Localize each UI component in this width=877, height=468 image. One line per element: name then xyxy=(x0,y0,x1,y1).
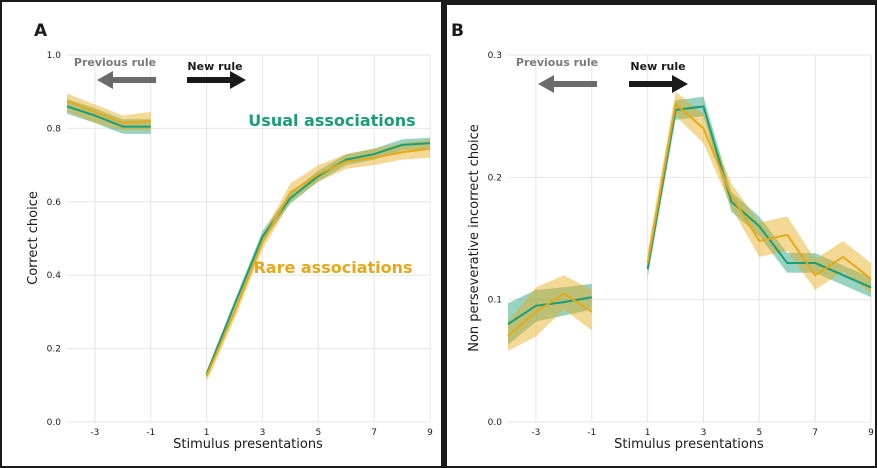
panel-a-new-rule-arrow xyxy=(187,71,246,89)
panel-b-previous-rule-arrow xyxy=(538,75,597,93)
x-tick-label: -1 xyxy=(146,428,155,438)
panel-a-usual-associations-label: Usual associations xyxy=(248,111,415,130)
x-tick-label: 7 xyxy=(812,428,818,438)
panel-a-new-rule-label: New rule xyxy=(187,60,242,73)
y-tick-label: 0.6 xyxy=(47,198,62,208)
rare-confidence-band xyxy=(67,94,151,131)
panel-a-y-axis-label: Correct choice xyxy=(26,191,41,285)
panel-b: B 0.00.10.20.3 -3 -1 1 3 5 7 9 Non perseverati… xyxy=(451,21,874,452)
x-tick-label: 9 xyxy=(868,428,874,438)
y-tick-label: 0.2 xyxy=(47,345,61,355)
panel-divider xyxy=(441,0,447,468)
panel-b-bands xyxy=(508,92,871,351)
panel-b-top-border xyxy=(447,0,877,5)
panel-b-new-rule-arrow xyxy=(629,75,688,93)
panel-b-y-axis-label: Non perseverative incorrect choice xyxy=(467,124,482,352)
x-tick-label: 9 xyxy=(427,428,433,438)
panel-a-y-ticks: 0.0 0.2 0.4 0.6 0.8 1.0 xyxy=(47,51,62,428)
y-tick-label: 0.2 xyxy=(488,173,502,183)
y-tick-label: 0.4 xyxy=(47,271,62,281)
y-tick-label: 0.3 xyxy=(488,51,502,61)
y-tick-label: 0.8 xyxy=(47,124,62,134)
x-tick-label: -3 xyxy=(90,428,99,438)
panel-a-label: A xyxy=(34,21,48,41)
panel-b-x-axis-label: Stimulus presentations xyxy=(614,437,764,452)
panel-a-previous-rule-label: Previous rule xyxy=(74,56,156,69)
x-tick-label: 7 xyxy=(371,428,377,438)
panel-a-bands xyxy=(67,94,430,382)
rare-confidence-band xyxy=(508,275,592,351)
panel-b-previous-rule-label: Previous rule xyxy=(516,56,598,69)
panel-a: A 0.00.20.40.60.81.0 -3 -1 1 3 5 7 9 Correct c… xyxy=(26,21,433,452)
y-tick-label: 0.0 xyxy=(47,418,62,428)
x-tick-label: -3 xyxy=(531,428,540,438)
panel-a-x-axis-label: Stimulus presentations xyxy=(173,437,323,452)
panel-b-lines xyxy=(508,104,871,336)
panel-b-label: B xyxy=(451,21,464,41)
panel-b-y-ticks: 0.0 0.1 0.2 0.3 xyxy=(488,51,503,428)
y-tick-label: 1.0 xyxy=(47,51,62,61)
panel-b-new-rule-label: New rule xyxy=(630,60,685,73)
y-tick-label: 0.0 xyxy=(488,418,503,428)
panel-a-lines xyxy=(67,101,430,376)
y-tick-label: 0.1 xyxy=(488,296,502,306)
panel-a-previous-rule-arrow xyxy=(97,71,156,89)
x-tick-label: -1 xyxy=(587,428,596,438)
panel-a-rare-associations-label: Rare associations xyxy=(253,258,412,277)
